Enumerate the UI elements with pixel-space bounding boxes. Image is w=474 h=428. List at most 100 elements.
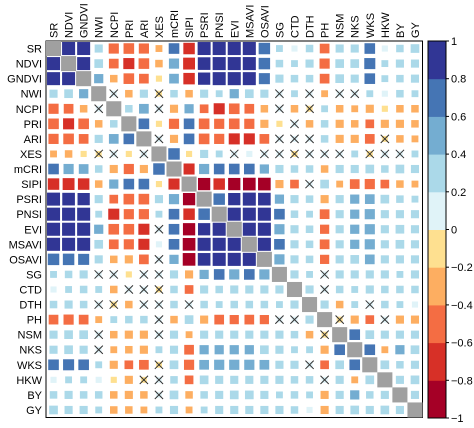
correlation-cell <box>78 314 89 325</box>
column-label: MSAVI <box>244 5 256 38</box>
correlation-cell <box>380 210 389 219</box>
correlation-cell <box>170 315 178 324</box>
correlation-cell <box>139 359 149 370</box>
correlation-cell <box>94 239 104 249</box>
correlation-cell <box>123 239 134 250</box>
correlation-cell <box>200 315 209 324</box>
column-labels: SR NDVI GNDVI NWI NCPI PRI ARI XES mCRI SIPI PSRI P… <box>49 3 422 38</box>
correlation-cell <box>110 120 118 128</box>
correlation-cell <box>410 270 420 279</box>
correlation-cell <box>138 209 149 220</box>
insignificant-cross-icon <box>290 149 299 159</box>
correlation-cell <box>64 270 73 279</box>
correlation-cell <box>169 330 179 339</box>
correlation-cell <box>228 163 240 175</box>
correlation-cell <box>351 376 359 384</box>
diagonal-cell <box>151 146 167 162</box>
correlation-cell <box>245 285 254 294</box>
correlation-cell <box>48 163 59 175</box>
correlation-cell <box>242 222 256 236</box>
column-label: NDVI <box>64 12 76 38</box>
correlation-cell <box>395 119 404 128</box>
colorbar-tick-label: −0.2 <box>451 262 473 274</box>
correlation-cell <box>230 285 239 294</box>
correlation-cell <box>306 210 313 218</box>
insignificant-cross-icon <box>305 149 315 159</box>
row-label: NDVI <box>16 59 42 71</box>
correlation-cell <box>290 240 299 249</box>
correlation-cell <box>140 391 148 399</box>
correlation-cell <box>125 271 132 278</box>
correlation-cell <box>213 178 225 190</box>
correlation-cell <box>411 105 419 113</box>
correlation-cell <box>77 207 91 221</box>
correlation-cell <box>65 376 73 384</box>
correlation-cell <box>138 178 150 190</box>
insignificant-cross-icon <box>380 315 390 325</box>
correlation-cell <box>411 90 419 98</box>
column-label: EVI <box>229 20 241 38</box>
insignificant-cross-icon <box>139 285 149 294</box>
diagonal-cell <box>166 161 182 177</box>
correlation-cell <box>395 59 404 68</box>
correlation-cell <box>124 360 134 370</box>
insignificant-cross-icon <box>320 269 330 279</box>
correlation-cell <box>155 59 163 68</box>
correlation-cell <box>364 209 375 220</box>
correlation-cell <box>320 224 330 234</box>
row-label: OSAVI <box>9 254 42 266</box>
correlation-cell <box>410 164 420 174</box>
column-label: HKW <box>380 12 392 38</box>
correlation-cell <box>335 390 344 399</box>
correlation-cell <box>274 254 285 265</box>
correlation-cell <box>350 390 360 400</box>
correlation-cell <box>410 255 420 264</box>
correlation-cell <box>123 163 134 175</box>
column-label: PRI <box>124 20 136 38</box>
correlation-cell <box>244 89 254 99</box>
correlation-cell <box>108 58 119 69</box>
correlation-cell <box>199 345 209 355</box>
correlation-cell <box>410 59 420 68</box>
correlation-cell <box>184 315 194 324</box>
correlation-cell <box>350 405 360 415</box>
correlation-cell <box>395 255 404 264</box>
correlation-cell <box>242 42 256 56</box>
correlation-cell <box>380 270 389 279</box>
correlation-cell <box>275 375 284 384</box>
insignificant-cross-icon <box>154 89 164 99</box>
insignificant-cross-icon <box>380 134 390 144</box>
row-label: XES <box>20 149 42 161</box>
correlation-cell <box>229 390 239 400</box>
correlation-cell <box>62 72 76 86</box>
correlation-cell <box>95 376 102 383</box>
correlation-cell <box>62 237 76 251</box>
correlation-cell <box>124 330 133 339</box>
correlation-cell <box>242 252 256 266</box>
diagonal-cell <box>377 372 393 388</box>
correlation-cell <box>214 133 225 144</box>
correlation-cell <box>198 208 210 220</box>
correlation-cell <box>335 105 344 113</box>
correlation-cell <box>169 134 179 143</box>
correlation-cell <box>350 44 359 53</box>
correlation-cell <box>123 223 135 235</box>
correlation-cell <box>184 104 194 114</box>
correlation-cell <box>48 314 59 325</box>
correlation-cell <box>335 375 344 384</box>
correlation-cell <box>125 89 133 98</box>
correlation-cell <box>290 195 299 204</box>
diagonal-cell <box>271 266 287 282</box>
correlation-cell <box>381 45 388 52</box>
insignificant-cross-icon <box>290 315 299 325</box>
correlation-cell <box>155 241 163 248</box>
correlation-cell <box>227 42 241 56</box>
colorbar-tick-label: 0 <box>451 225 457 237</box>
correlation-cell <box>155 346 163 354</box>
correlation-cell <box>79 345 88 354</box>
correlation-cell <box>242 57 256 71</box>
correlation-cell <box>215 301 223 308</box>
insignificant-cross-icon <box>109 89 119 99</box>
insignificant-cross-icon <box>274 315 284 325</box>
correlation-cell <box>242 192 256 206</box>
